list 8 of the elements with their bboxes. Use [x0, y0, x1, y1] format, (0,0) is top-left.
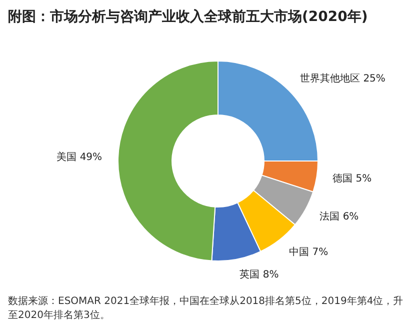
slice-label: 美国 49%: [56, 150, 102, 163]
slice-label: 中国 7%: [289, 246, 328, 258]
source-note: 数据来源：ESOMAR 2021全球年报，中国在全球从2018排名第5位，2019年第4位，升至2020年排名第3位。: [8, 294, 404, 322]
slice-label: 英国 8%: [240, 268, 279, 280]
chart-title: 附图：市场分析与咨询产业收入全球前五大市场(2020年): [8, 8, 369, 26]
slice-label: 德国 5%: [332, 174, 372, 185]
slice-label: 世界其他地区 25%: [300, 72, 386, 84]
slice-label: 法国 6%: [320, 210, 359, 222]
